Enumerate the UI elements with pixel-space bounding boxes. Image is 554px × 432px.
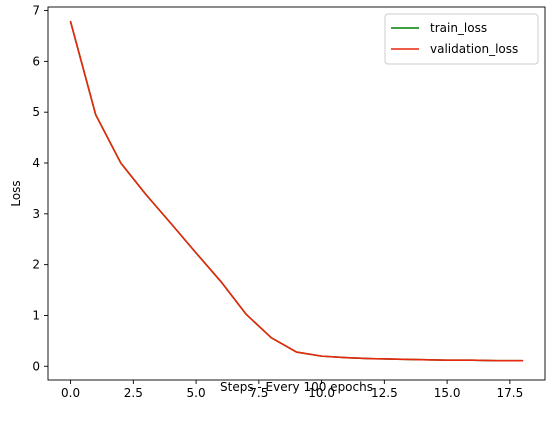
plot-area bbox=[47, 6, 546, 381]
plot-frame bbox=[47, 6, 546, 381]
y-tick-label: 7 bbox=[32, 4, 40, 18]
legend-box bbox=[384, 13, 539, 65]
x-tick-label: 12.5 bbox=[371, 386, 398, 400]
y-axis-ticks: 0 1 2 3 4 5 6 7 bbox=[32, 4, 48, 373]
legend: train_loss validation_loss bbox=[384, 13, 539, 65]
x-axis-label: Steps - Every 100 epochs bbox=[220, 380, 373, 394]
y-tick-label: 4 bbox=[32, 156, 40, 170]
x-tick-label: 5.0 bbox=[187, 386, 206, 400]
y-tick-label: 2 bbox=[32, 258, 40, 272]
series-line-train_loss bbox=[69, 20, 524, 362]
y-tick-label: 6 bbox=[32, 54, 40, 68]
x-tick-label: 0.0 bbox=[61, 386, 80, 400]
legend-label-train_loss: train_loss bbox=[430, 21, 487, 35]
x-axis-ticks: 0.0 2.5 5.0 7.5 10.0 12.5 15.0 17.5 bbox=[61, 380, 523, 400]
y-tick-label: 5 bbox=[32, 105, 40, 119]
y-axis-label: Loss bbox=[9, 180, 23, 206]
x-tick-label: 10.0 bbox=[308, 386, 335, 400]
y-tick-label: 3 bbox=[32, 207, 40, 221]
legend-label-validation_loss: validation_loss bbox=[430, 42, 518, 56]
x-tick-label: 2.5 bbox=[124, 386, 143, 400]
x-tick-label: 7.5 bbox=[249, 386, 268, 400]
series-line-validation_loss bbox=[69, 20, 524, 362]
x-tick-label: 15.0 bbox=[434, 386, 461, 400]
y-tick-label: 0 bbox=[32, 359, 40, 373]
y-tick-label: 1 bbox=[32, 308, 40, 322]
x-tick-label: 17.5 bbox=[496, 386, 523, 400]
